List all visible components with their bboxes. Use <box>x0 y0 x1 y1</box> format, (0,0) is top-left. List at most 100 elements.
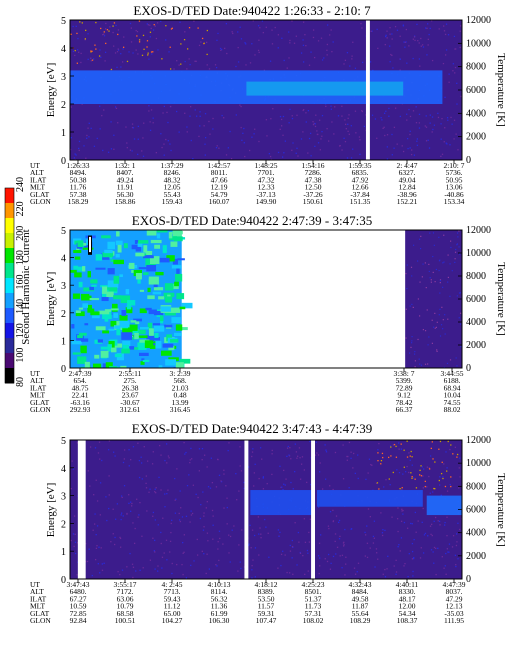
spectral-cell <box>321 130 323 133</box>
spectral-cell <box>121 348 130 354</box>
spectral-cell <box>298 541 300 543</box>
spectral-cell <box>72 25 74 28</box>
spectral-cell <box>243 127 245 130</box>
spectral-cell <box>126 142 128 144</box>
spectral-cell <box>377 449 379 451</box>
spectral-cell <box>445 451 447 453</box>
spectral-cell <box>72 293 80 299</box>
spectral-cell <box>401 487 403 489</box>
spectral-cell <box>454 72 456 74</box>
ephemeris-value: 7286. <box>305 168 322 177</box>
spectral-cell <box>146 40 149 42</box>
spectral-cell <box>306 481 308 484</box>
spectral-cell <box>161 58 163 60</box>
spectral-cell <box>446 467 448 469</box>
spectral-cell <box>407 147 409 150</box>
spectral-cell <box>128 502 130 504</box>
spectral-cell <box>129 501 132 503</box>
spectral-cell <box>102 311 112 320</box>
ephemeris-value: 3:44:55 <box>441 369 464 378</box>
spectral-cell <box>456 456 458 458</box>
spectral-cell <box>294 443 296 445</box>
spectral-cell <box>386 158 389 160</box>
spectral-cell <box>284 554 286 556</box>
spectral-cell <box>119 573 121 576</box>
spectral-cell <box>459 46 461 49</box>
ephemeris-value: 3:38: 7 <box>393 369 414 378</box>
spectral-cell <box>437 547 439 549</box>
spectral-cell <box>423 534 426 536</box>
spectral-cell <box>139 308 147 314</box>
spectral-cell <box>338 519 341 522</box>
ephemeris-row-label: UT <box>30 580 40 589</box>
spectral-cell <box>222 543 224 545</box>
spectral-cell <box>170 241 178 247</box>
spectral-cell <box>313 56 316 59</box>
spectral-cell <box>128 449 130 451</box>
spectral-cell <box>167 140 169 142</box>
spectral-cell <box>142 567 144 569</box>
ephemeris-value: 160.07 <box>209 197 230 206</box>
spectral-cell <box>112 31 114 34</box>
spectral-cell <box>332 41 334 43</box>
ytick-label: 2 <box>61 519 66 530</box>
spectral-cell <box>277 47 279 49</box>
spectral-cell <box>206 29 208 32</box>
spectral-cell <box>154 325 165 332</box>
spectral-cell <box>405 308 407 310</box>
ephemeris-value: 53.50 <box>258 594 275 603</box>
spectral-cell <box>347 123 349 125</box>
spectral-cell <box>160 350 172 356</box>
spectral-cell <box>167 455 170 457</box>
spectral-cell <box>238 490 240 492</box>
spectral-cell <box>257 49 260 52</box>
spectral-cell <box>334 533 337 535</box>
spectral-cell <box>292 546 294 548</box>
spectral-cell <box>419 363 421 365</box>
ephemeris-value: 55.64 <box>352 609 369 618</box>
spectral-cell <box>150 27 152 30</box>
ephemeris-value: 88.02 <box>444 405 461 414</box>
colorbar-tick-label: 120 <box>15 323 26 338</box>
spectral-cell <box>258 554 260 556</box>
spectral-cell <box>154 539 156 542</box>
ephemeris-value: 149.90 <box>256 197 277 206</box>
spectral-cell <box>350 528 352 530</box>
spectral-cell <box>440 138 442 140</box>
spectral-cell <box>302 109 304 112</box>
spectral-cell <box>409 455 411 457</box>
spectral-cell <box>444 314 446 316</box>
spectral-cell <box>230 157 233 160</box>
spectral-cell <box>454 66 457 69</box>
spectral-cell <box>140 462 143 464</box>
spectral-cell <box>106 291 114 298</box>
spectral-cell <box>334 451 337 454</box>
spectral-cell <box>240 38 243 40</box>
spectral-cell <box>406 119 408 121</box>
spectral-cell <box>169 46 171 48</box>
spectral-cell <box>208 68 211 70</box>
spectral-cell <box>190 139 192 142</box>
spectral-cell <box>198 470 201 472</box>
spectral-cell <box>401 508 403 510</box>
ephemeris-row-label: ALT <box>30 376 44 385</box>
spectral-cell <box>72 50 75 53</box>
spectral-cell <box>407 575 409 578</box>
spectral-cell <box>114 52 117 54</box>
spectral-cell <box>420 45 422 47</box>
spectral-cell <box>429 122 431 124</box>
spectral-cell <box>165 359 176 366</box>
spectral-cell <box>386 37 388 39</box>
spectral-cell <box>84 361 90 368</box>
spectral-cell <box>226 523 228 525</box>
spectral-cell <box>343 137 345 139</box>
ephemeris-value: 11.36 <box>211 602 228 611</box>
spectral-cell <box>130 41 133 43</box>
spectral-cell <box>308 541 311 543</box>
ephemeris-value: 1:48:25 <box>255 161 278 170</box>
spectral-cell <box>86 137 88 139</box>
spectral-cell <box>300 52 303 54</box>
spectral-cell <box>112 451 115 453</box>
spectral-cell <box>121 61 124 63</box>
spectral-cell <box>296 147 298 149</box>
